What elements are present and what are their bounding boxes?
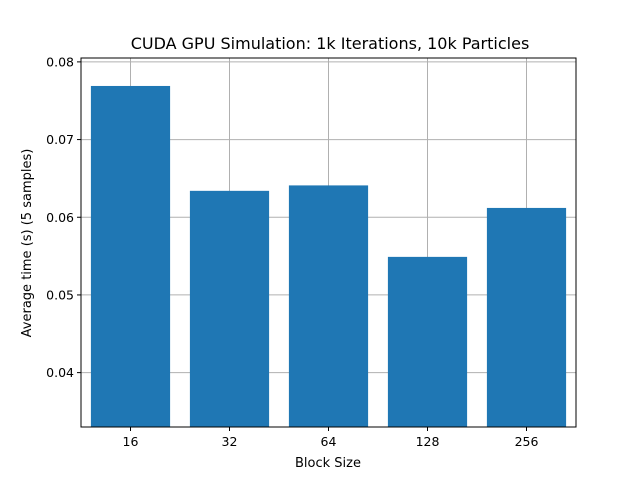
y-axis-label: Average time (s) (5 samples) [20, 149, 35, 338]
x-tick-label: 32 [222, 434, 238, 449]
y-tick-label: 0.06 [46, 210, 74, 225]
bar-256 [486, 207, 567, 427]
chart-title: CUDA GPU Simulation: 1k Iterations, 10k … [131, 34, 530, 53]
x-tick-label: 128 [416, 434, 440, 449]
x-tick-label: 256 [515, 434, 539, 449]
y-tick-label: 0.07 [46, 132, 74, 147]
y-tick-label: 0.08 [46, 54, 74, 69]
axes-layer: 16 32 64 128 256 0.04 0.05 0.06 0.07 0.08 [46, 54, 577, 449]
x-tick-label: 16 [123, 434, 139, 449]
bar-16 [90, 85, 171, 428]
bar-32 [189, 190, 270, 427]
bars-layer [90, 85, 567, 428]
bar-64 [288, 185, 369, 427]
bar-128 [387, 256, 468, 427]
x-axis-label: Block Size [295, 456, 361, 471]
y-tick-label: 0.04 [46, 365, 74, 380]
y-tick-label: 0.05 [46, 287, 74, 302]
x-tick-label: 64 [321, 434, 337, 449]
